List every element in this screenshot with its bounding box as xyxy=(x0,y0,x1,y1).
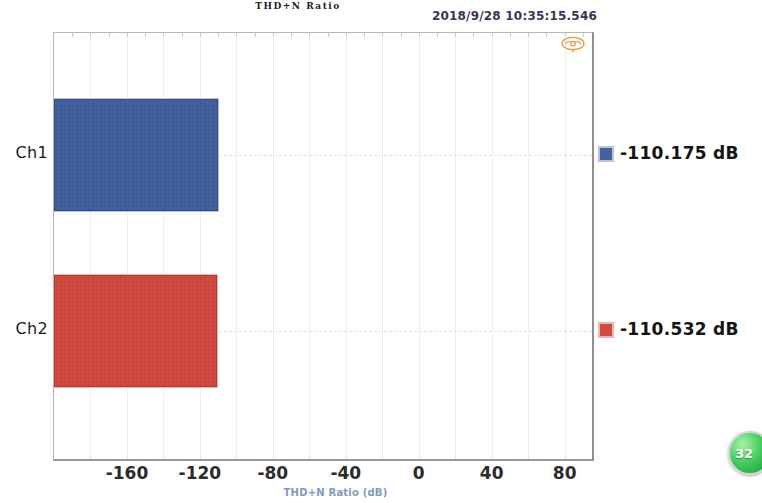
vertical-gridline xyxy=(273,33,274,459)
top-minor-tick xyxy=(382,33,383,37)
top-minor-tick xyxy=(182,33,183,37)
top-minor-tick xyxy=(236,33,237,37)
top-minor-tick xyxy=(401,33,402,37)
x-tick-label: -80 xyxy=(257,463,288,483)
top-minor-tick xyxy=(309,33,310,37)
bar-ch1 xyxy=(54,99,218,211)
x-tick-label: 40 xyxy=(480,463,504,483)
vertical-gridline xyxy=(127,33,128,459)
x-tick-label: -160 xyxy=(106,463,149,483)
top-minor-tick xyxy=(291,33,292,37)
vertical-gridline xyxy=(200,33,201,459)
vertical-gridline xyxy=(309,33,310,459)
legend-swatch-ch1 xyxy=(598,146,614,162)
top-minor-tick xyxy=(72,33,73,37)
x-tick-label: -40 xyxy=(330,463,361,483)
notification-badge[interactable]: 32 xyxy=(728,431,762,475)
category-label-ch2: Ch2 xyxy=(0,319,48,338)
top-minor-tick xyxy=(218,33,219,37)
top-minor-tick xyxy=(145,33,146,37)
vertical-gridline xyxy=(565,33,566,459)
top-minor-tick xyxy=(583,33,584,37)
vertical-gridline xyxy=(419,33,420,459)
vertical-gridline xyxy=(455,33,456,459)
timestamp: 2018/9/28 10:35:15.546 xyxy=(432,9,597,23)
vertical-gridline xyxy=(492,33,493,459)
top-minor-tick xyxy=(346,33,347,37)
top-minor-tick xyxy=(473,33,474,37)
top-minor-tick xyxy=(419,33,420,37)
top-minor-tick xyxy=(546,33,547,37)
top-minor-tick xyxy=(127,33,128,37)
top-minor-tick xyxy=(109,33,110,37)
top-minor-tick xyxy=(528,33,529,37)
legend-label-ch2: -110.532 dB xyxy=(620,319,739,339)
vertical-gridline xyxy=(528,33,529,459)
top-minor-tick xyxy=(565,33,566,37)
top-minor-tick xyxy=(273,33,274,37)
bar-ch2 xyxy=(54,275,217,387)
notification-badge-label: 32 xyxy=(735,446,753,461)
x-tick-label: 0 xyxy=(413,463,425,483)
top-minor-tick xyxy=(255,33,256,37)
x-tick-label: -120 xyxy=(179,463,222,483)
top-minor-tick xyxy=(163,33,164,37)
x-axis-title: THD+N Ratio (dB) xyxy=(53,487,618,498)
top-minor-tick xyxy=(200,33,201,37)
vertical-gridline xyxy=(236,33,237,459)
vertical-gridline xyxy=(346,33,347,459)
top-minor-tick xyxy=(328,33,329,37)
plot-area xyxy=(53,32,594,461)
top-minor-tick xyxy=(437,33,438,37)
legend-swatch-ch2 xyxy=(598,322,614,338)
vertical-gridline xyxy=(163,33,164,459)
x-tick-label: 80 xyxy=(553,463,577,483)
top-minor-tick xyxy=(90,33,91,37)
top-minor-tick xyxy=(364,33,365,37)
page: THD+N Ratio 2018/9/28 10:35:15.546 THD+N… xyxy=(0,0,762,503)
vertical-gridline xyxy=(90,33,91,459)
vertical-gridline xyxy=(382,33,383,459)
top-minor-tick xyxy=(510,33,511,37)
top-minor-tick xyxy=(492,33,493,37)
category-label-ch1: Ch1 xyxy=(0,143,48,162)
legend-label-ch1: -110.175 dB xyxy=(620,143,739,163)
top-minor-tick xyxy=(455,33,456,37)
